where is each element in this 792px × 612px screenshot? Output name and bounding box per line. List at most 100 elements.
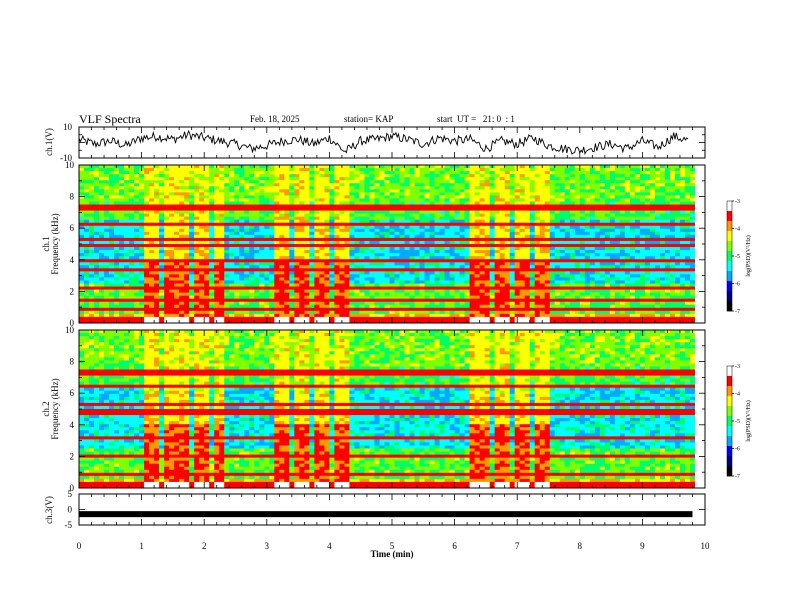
spectrogram-cell xyxy=(349,304,355,309)
spectrogram-cell xyxy=(244,280,250,284)
spectrogram-cell xyxy=(539,277,546,281)
spectrogram-cell xyxy=(344,313,350,318)
spectrogram-cell xyxy=(534,234,541,239)
spectrogram-cell xyxy=(279,174,285,178)
spectrogram-cell xyxy=(304,213,310,218)
spectrogram-cell xyxy=(254,189,260,193)
spectrogram-cell xyxy=(159,259,165,263)
spectrogram-cell xyxy=(484,301,491,306)
spectrogram-cell xyxy=(179,256,185,260)
spectrogram-cell xyxy=(344,165,350,169)
spectrogram-cell xyxy=(249,313,255,318)
spectrogram-cell xyxy=(129,228,135,233)
spectrogram-cell xyxy=(244,289,250,294)
spectrogram-cell xyxy=(289,183,295,187)
spectrogram-cell xyxy=(474,204,481,208)
spectrogram-cell xyxy=(319,280,325,284)
spectrogram-cell xyxy=(274,195,280,199)
spectrogram-cell xyxy=(329,228,335,233)
spectrogram-cell xyxy=(449,201,455,205)
spectrogram-cell xyxy=(379,253,385,257)
spectrogram-cell xyxy=(109,207,115,211)
spectrogram-cell xyxy=(249,244,255,248)
spectrogram-cell xyxy=(134,180,140,184)
spectrogram-cell xyxy=(419,177,425,181)
spectrogram-cell xyxy=(114,280,120,284)
spectrogram-cell xyxy=(79,201,85,205)
spectrogram-cell xyxy=(149,292,155,297)
spectrogram-cell xyxy=(534,319,541,324)
spectrogram-cell xyxy=(179,295,185,300)
spectrogram-cell xyxy=(139,210,145,215)
spectrogram-cell xyxy=(89,256,95,260)
spectrogram-cell xyxy=(264,210,270,215)
spectrogram-cell xyxy=(134,168,140,172)
spectrogram-cell xyxy=(169,210,175,215)
spectrogram-cell xyxy=(229,316,235,321)
spectrogram-cell xyxy=(79,240,85,245)
spectrogram-cell xyxy=(109,177,115,181)
spectrogram-cell xyxy=(274,192,280,196)
spectrogram-cell xyxy=(479,192,486,196)
spectrogram-cell xyxy=(184,225,190,230)
spectrogram-cell xyxy=(199,247,205,251)
spectrogram-cell xyxy=(314,304,320,309)
spectrogram-cell xyxy=(179,310,185,315)
spectrogram-cell xyxy=(324,307,330,312)
spectrogram-cell xyxy=(179,265,185,269)
spectrogram-cell xyxy=(134,301,140,306)
spectrogram-cell xyxy=(229,240,235,245)
spectrogram-cell xyxy=(299,234,305,239)
spectrogram-cell xyxy=(79,259,85,263)
spectrogram-cell xyxy=(524,192,531,196)
spectrogram-cell xyxy=(269,283,275,287)
spectrogram-cell xyxy=(254,295,260,300)
spectrogram-cell xyxy=(469,313,476,318)
spectrogram-cell xyxy=(529,289,536,294)
spectrogram-cell xyxy=(474,247,481,251)
spectrogram-cell xyxy=(244,183,250,187)
spectrogram-cell xyxy=(254,213,260,218)
spectrogram-cell xyxy=(334,256,340,260)
spectrogram-cell xyxy=(94,259,100,263)
spectrogram-cell xyxy=(334,313,340,318)
spectrogram-cell xyxy=(449,292,455,297)
spectrogram-cell xyxy=(199,189,205,193)
spectrogram-cell xyxy=(159,262,165,266)
spectrogram-cell xyxy=(244,253,250,257)
spectrogram-cell xyxy=(84,310,90,315)
spectrogram-cell xyxy=(419,316,425,321)
spectrogram-cell xyxy=(424,201,430,205)
spectrogram-cell xyxy=(259,259,265,263)
spectrogram-cell xyxy=(284,301,290,306)
spectrogram-cell xyxy=(184,222,190,227)
spectrogram-cell xyxy=(354,250,360,254)
spectrogram-cell xyxy=(99,210,105,215)
spectrogram-cell xyxy=(399,280,405,284)
spectrogram-cell xyxy=(164,304,170,309)
spectrogram-cell xyxy=(519,310,526,315)
spectrogram-cell xyxy=(544,234,551,239)
spectrogram-cell xyxy=(244,219,250,224)
spectrogram-cell xyxy=(379,292,385,297)
spectrogram-cell xyxy=(329,171,335,175)
spectrogram-cell xyxy=(489,301,496,306)
spectrogram-cell xyxy=(299,219,305,224)
spectrogram-cell xyxy=(474,189,481,193)
spectrogram-cell xyxy=(94,247,100,251)
spectrogram-cell xyxy=(129,283,135,287)
spectrogram-cell xyxy=(444,168,450,172)
spectrogram-cell xyxy=(509,280,516,284)
spectrogram-cell xyxy=(79,165,85,169)
spectrogram-cell xyxy=(319,231,325,236)
spectrogram-cell xyxy=(479,180,486,184)
spectrogram-cell xyxy=(534,237,541,242)
spectrogram-cell xyxy=(339,265,345,269)
spectrogram-cell xyxy=(244,313,250,318)
spectrogram-cell xyxy=(174,286,180,290)
spectrogram-cell xyxy=(169,256,175,260)
spectrogram-cell xyxy=(224,271,230,275)
spectrogram-cell xyxy=(534,304,541,309)
spectrogram-cell xyxy=(99,289,105,294)
spectrogram-cell xyxy=(149,298,155,303)
